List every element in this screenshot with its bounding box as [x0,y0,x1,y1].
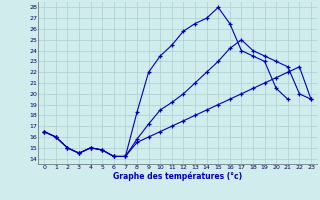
X-axis label: Graphe des températures (°c): Graphe des températures (°c) [113,172,242,181]
